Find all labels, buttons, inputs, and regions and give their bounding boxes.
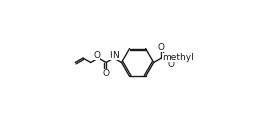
- Text: H: H: [109, 51, 116, 60]
- Text: O: O: [102, 69, 109, 78]
- Text: methyl: methyl: [162, 53, 194, 62]
- Text: N: N: [112, 51, 119, 60]
- Text: O: O: [93, 51, 100, 60]
- Text: O: O: [167, 60, 174, 69]
- Text: O: O: [158, 43, 165, 52]
